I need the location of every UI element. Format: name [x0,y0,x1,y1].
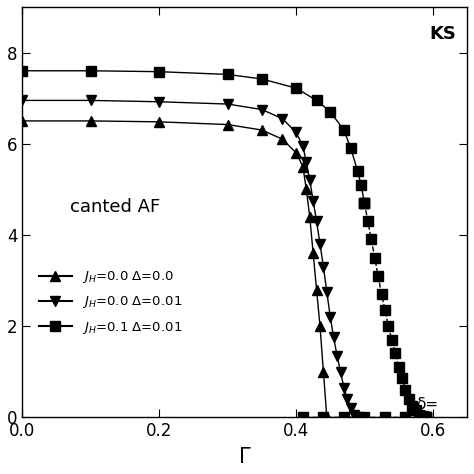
Text: δ=: δ= [416,397,438,412]
Text: KS: KS [429,25,456,43]
Legend: $J_H$=0.0 $\Delta$=0.0, $J_H$=0.0 $\Delta$=0.01, $J_H$=0.1 $\Delta$=0.01: $J_H$=0.0 $\Delta$=0.0, $J_H$=0.0 $\Delt… [34,264,188,341]
Text: canted AF: canted AF [70,198,161,216]
X-axis label: Γ: Γ [239,447,251,467]
